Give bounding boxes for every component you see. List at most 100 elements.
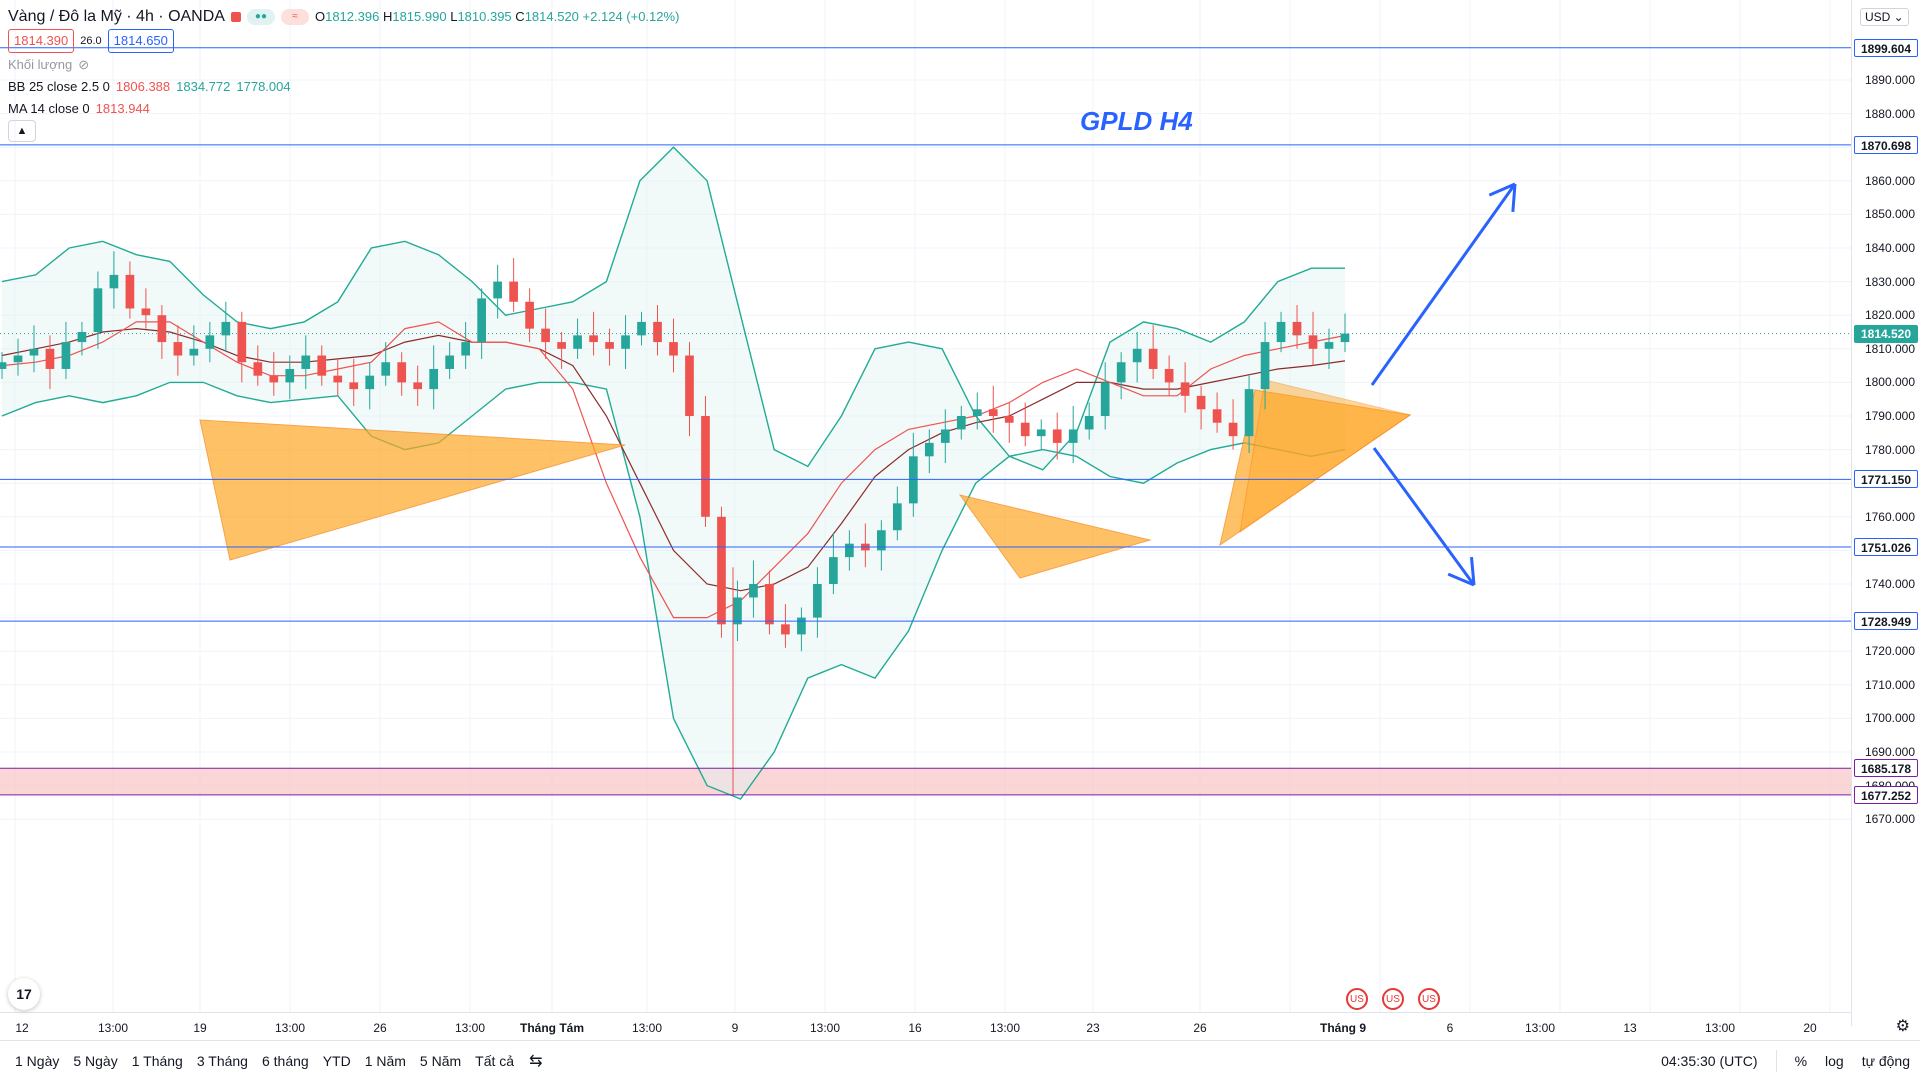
current-price-label: 1814.520	[1854, 324, 1918, 343]
candle-body	[1292, 321, 1302, 336]
candle-body	[301, 355, 311, 369]
candle-body	[381, 362, 391, 376]
range-button[interactable]: Tất cả	[475, 1053, 515, 1069]
time-axis[interactable]: 12 13:00 19 13:00 26 13:00 Tháng Tám 13:00 9 13:0…	[0, 1012, 1851, 1041]
us-flag-event-icon[interactable]: US	[1418, 988, 1440, 1010]
price-tick-label: 1720.000	[1864, 644, 1915, 659]
candle-body	[701, 416, 710, 517]
market-status-icon[interactable]	[230, 12, 241, 22]
price-tick-label: 1810.000	[1864, 341, 1915, 356]
candle-body	[557, 342, 566, 349]
candle-body	[541, 328, 550, 343]
candle-body	[1100, 382, 1110, 416]
symbol-title[interactable]: Vàng / Đô la Mỹ · 4h · OANDA	[8, 8, 225, 25]
tradingview-logo[interactable]: 17	[8, 978, 40, 1010]
triangle-pattern	[958, 494, 1152, 579]
price-chart[interactable]	[0, 0, 1851, 1012]
candle-body	[157, 315, 167, 343]
date-range-icon[interactable]: ⇆	[529, 1053, 543, 1070]
price-tick-label: 1880.000	[1864, 106, 1915, 121]
data-status-icon[interactable]: ●●	[246, 9, 275, 25]
candle-body	[477, 298, 486, 343]
candle-body	[413, 382, 423, 390]
gear-icon[interactable]: ⚙	[1895, 1018, 1910, 1035]
us-flag-event-icon[interactable]: US	[1346, 988, 1368, 1010]
candle-body	[1020, 422, 1030, 437]
level-price-label: 1728.949	[1854, 612, 1918, 631]
candle-body	[845, 543, 854, 558]
candle-body	[797, 617, 806, 635]
range-button[interactable]: 5 Ngày	[73, 1053, 118, 1069]
price-axis[interactable]: 1890.0001880.0001870.0001860.0001850.000…	[1851, 0, 1920, 1026]
percent-toggle[interactable]: %	[1794, 1053, 1808, 1069]
eye-hidden-icon[interactable]: ⊘	[78, 57, 90, 72]
price-tick-label: 1670.000	[1864, 812, 1915, 827]
bb-indicator-label[interactable]: BB 25 close 2.5 0	[8, 79, 110, 94]
candle-body	[988, 409, 998, 416]
volume-indicator-label[interactable]: Khối lượng	[8, 57, 73, 72]
chevron-up-icon[interactable]: ▲	[8, 120, 36, 142]
price-tick-label: 1830.000	[1864, 274, 1915, 289]
spread-value: 26.0	[80, 35, 102, 47]
breakout-down-arrow	[1372, 447, 1476, 586]
candle-body	[269, 375, 279, 383]
sell-price-button[interactable]: 1814.390	[8, 29, 75, 53]
ma-indicator-label[interactable]: MA 14 close 0	[8, 101, 90, 116]
candle-body	[781, 624, 790, 635]
breakout-down-arrow-head	[1470, 556, 1476, 586]
price-tick-label: 1790.000	[1864, 409, 1915, 423]
range-button[interactable]: 1 Tháng	[131, 1053, 183, 1069]
bottom-toolbar: 1 Ngày 5 Ngày 1 Tháng 3 Tháng 6 tháng YTD 1 Nă…	[0, 1040, 1920, 1081]
candle-body	[237, 321, 247, 363]
bb-basis-value: 1806.388	[115, 79, 171, 94]
price-tick-label: 1820.000	[1864, 308, 1915, 323]
bollinger-band-fill	[2, 147, 1345, 799]
level-price-label: 1751.026	[1854, 537, 1918, 556]
candle-body	[637, 321, 646, 336]
candle-body	[77, 332, 87, 343]
candle-body	[109, 274, 119, 289]
range-button[interactable]: 1 Năm	[364, 1053, 406, 1069]
range-button[interactable]: YTD	[322, 1053, 351, 1069]
candle-body	[956, 416, 966, 430]
time-tick-label: 20	[1803, 1021, 1817, 1035]
range-button[interactable]: 3 Tháng	[196, 1053, 248, 1069]
range-button[interactable]: 6 tháng	[261, 1053, 309, 1069]
time-tick-label: Tháng Tám	[519, 1021, 585, 1035]
time-tick-label: 12	[15, 1021, 29, 1035]
range-button[interactable]: 5 Năm	[419, 1053, 462, 1069]
candle-body	[0, 362, 7, 369]
auto-toggle[interactable]: tự động	[1861, 1053, 1910, 1069]
candle-body	[1340, 333, 1350, 343]
log-toggle[interactable]: log	[1825, 1053, 1844, 1069]
range-button[interactable]: 1 Ngày	[15, 1053, 60, 1069]
breakout-down-arrow-head	[1447, 572, 1475, 587]
candle-body	[1036, 429, 1046, 437]
ma-value: 1813.944	[95, 101, 150, 116]
price-tick-label: 1780.000	[1864, 442, 1915, 457]
candle-body	[1276, 321, 1286, 343]
delay-icon[interactable]: ≈	[280, 9, 309, 25]
time-tick-label: 13:00	[454, 1021, 486, 1035]
triangle-pattern	[1239, 379, 1412, 534]
candle-body	[1228, 422, 1238, 437]
clock-time[interactable]: 04:35:30 (UTC)	[1661, 1053, 1758, 1069]
time-tick-label: 13:00	[1704, 1021, 1736, 1035]
candle-body	[573, 335, 582, 349]
time-tick-label: 13:00	[989, 1021, 1021, 1035]
candle-body	[605, 342, 614, 349]
price-tick-label: 1850.000	[1864, 207, 1915, 222]
time-tick-label: 13:00	[631, 1021, 663, 1035]
buy-price-button[interactable]: 1814.650	[107, 29, 174, 53]
chart-annotation-text[interactable]: GPLD H4	[1080, 106, 1193, 136]
time-tick-label: 26	[1193, 1021, 1207, 1035]
currency-selector[interactable]: USD ⌄	[1860, 8, 1909, 26]
candle-body	[221, 321, 231, 336]
support-zone	[0, 768, 1851, 795]
candle-body	[285, 368, 295, 383]
chart-legend: Vàng / Đô la Mỹ · 4h · OANDA ●● ≈ O1812.…	[8, 6, 679, 142]
us-flag-event-icon[interactable]: US	[1382, 988, 1404, 1010]
candle-body	[1132, 348, 1142, 363]
time-tick-label: 13:00	[809, 1021, 841, 1035]
price-tick-label: 1700.000	[1864, 711, 1915, 726]
